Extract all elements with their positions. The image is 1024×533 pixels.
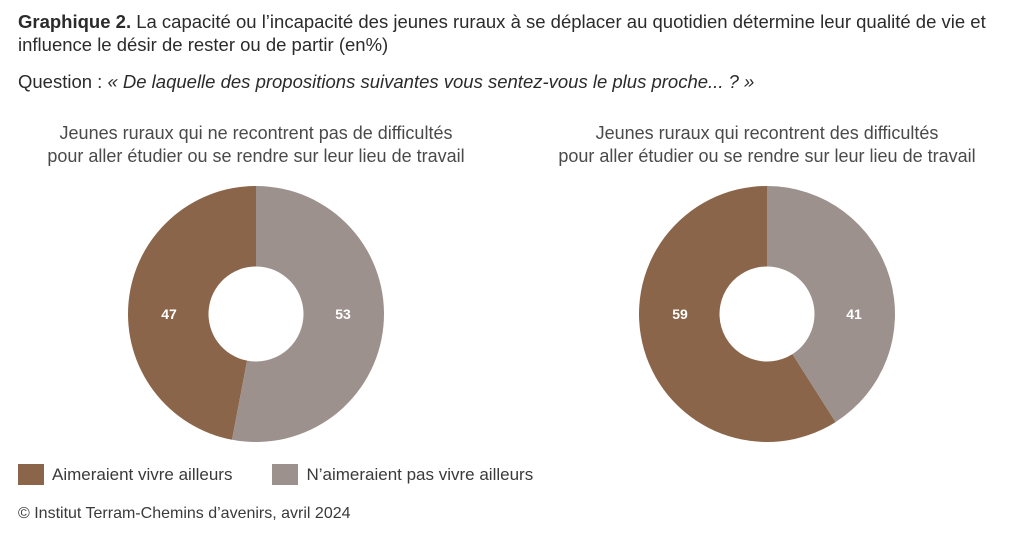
donut-svg: 59 41 bbox=[639, 186, 895, 442]
donut-title: Jeunes ruraux qui ne recontrent pas de d… bbox=[47, 123, 465, 166]
donut-title: Jeunes ruraux qui recontrent des difficu… bbox=[558, 123, 976, 166]
chart-title-prefix: Graphique 2. bbox=[18, 11, 132, 32]
data-label-pas-ailleurs: 53 bbox=[335, 306, 351, 322]
legend-label: Aimeraient vivre ailleurs bbox=[52, 464, 233, 484]
donut-chart-no-difficulties: Jeunes ruraux qui ne recontrent pas de d… bbox=[6, 122, 506, 442]
donut-slice-pas-ailleurs bbox=[767, 186, 895, 423]
data-label-pas-ailleurs: 41 bbox=[846, 306, 862, 322]
data-label-ailleurs: 47 bbox=[161, 306, 177, 322]
question-line: Question : « De laquelle des proposition… bbox=[18, 71, 1008, 93]
source-note: © Institut Terram-Chemins d’avenirs, avr… bbox=[18, 505, 351, 522]
legend-item-pas-ailleurs: N’aimeraient pas vivre ailleurs bbox=[272, 464, 533, 485]
legend-swatch bbox=[272, 464, 299, 485]
legend-swatch bbox=[18, 464, 44, 485]
question-prefix: Question : bbox=[18, 71, 108, 92]
donut-chart-with-difficulties: Jeunes ruraux qui recontrent des difficu… bbox=[517, 122, 1017, 442]
chart-title-text: La capacité ou l’incapacité des jeunes r… bbox=[18, 11, 986, 55]
legend-item-ailleurs: Aimeraient vivre ailleurs bbox=[18, 464, 232, 485]
donut-slice-ailleurs bbox=[639, 186, 836, 442]
legend-label: N’aimeraient pas vivre ailleurs bbox=[306, 464, 534, 484]
chart-title: Graphique 2. La capacité ou l’incapacité… bbox=[18, 10, 1008, 56]
donut-slice-pas-ailleurs bbox=[232, 186, 384, 442]
data-label-ailleurs: 59 bbox=[672, 306, 688, 322]
legend: Aimeraient vivre ailleurs N’aimeraient p… bbox=[18, 464, 573, 485]
donut-slice-ailleurs bbox=[127, 186, 256, 440]
donut-svg: 47 53 bbox=[127, 186, 384, 442]
question-text: « De laquelle des propositions suivantes… bbox=[107, 71, 755, 92]
